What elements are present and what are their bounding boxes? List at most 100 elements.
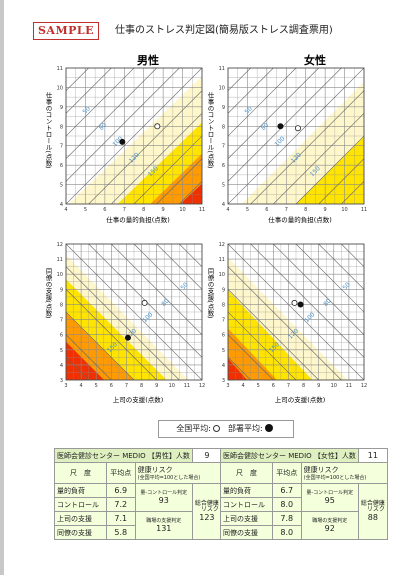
total-value: 123	[199, 513, 215, 522]
risk-cell-1: 量-コントロール判定 95	[300, 483, 359, 512]
x-tick-label: 5	[257, 383, 260, 389]
risk-value-1: 93	[158, 496, 169, 505]
x-tick-label: 4	[80, 383, 83, 389]
y-tick-label: 11	[219, 257, 225, 263]
x-tick-label: 6	[265, 207, 268, 213]
top-xlabel-right: 仕事の量的負担(点数)	[268, 215, 332, 224]
iso-risk-line	[66, 266, 180, 380]
iso-risk-line	[228, 68, 297, 137]
row-avg: 8.0	[271, 497, 302, 512]
iso-risk-line	[228, 288, 319, 380]
x-tick-label: 5	[95, 383, 98, 389]
iso-risk-line	[66, 68, 135, 137]
iso-risk-line	[66, 68, 180, 182]
y-tick-label: 12	[57, 242, 63, 248]
plot-frame	[65, 67, 203, 205]
iso-risk-line	[273, 244, 364, 336]
y-tick-label: 8	[222, 302, 225, 308]
left-border	[0, 0, 4, 575]
x-tick-label: 11	[346, 383, 352, 389]
open-circle-icon	[212, 425, 220, 432]
iso-risk-line	[133, 244, 202, 313]
iso-risk-line	[66, 68, 112, 114]
iso-risk-line	[66, 244, 202, 380]
table-count: 9	[191, 448, 222, 463]
x-tick-label: 10	[169, 383, 175, 389]
iso-risk-line	[318, 158, 364, 204]
y-tick-label: 7	[222, 318, 225, 324]
y-tick-label: 11	[57, 66, 63, 72]
y-tick-label: 10	[57, 272, 63, 278]
iso-risk-line	[228, 266, 342, 380]
y-tick-label: 6	[222, 333, 225, 339]
group2-note: 職場の支援判定	[146, 518, 182, 524]
col-average: 平均点	[105, 462, 136, 484]
y-tick-label: 7	[60, 318, 63, 324]
legend-national-label: 全国平均:	[176, 424, 211, 433]
iso-risk-line	[66, 68, 157, 160]
iso-risk-line	[228, 244, 364, 380]
iso-risk-line	[111, 244, 202, 336]
row-avg: 7.2	[105, 497, 136, 512]
iso-risk-line	[66, 68, 202, 204]
y-tick-label: 10	[219, 85, 225, 91]
row-name: 同僚の支援	[54, 525, 107, 540]
row-name: 上司の支援	[220, 511, 273, 526]
iso-risk-line	[363, 244, 364, 245]
iso-risk-line	[66, 334, 112, 380]
row-name: 量的負荷	[54, 483, 107, 498]
y-tick-label: 5	[222, 348, 225, 354]
y-tick-label: 4	[60, 202, 63, 208]
table-title: 医師会健診センター MEDIO 【男性】人数	[54, 448, 193, 463]
bottom-xlabel-right: 上司の支援(点数)	[275, 395, 326, 404]
risk-value-2: 92	[324, 524, 335, 533]
contour-label: 50	[179, 281, 189, 291]
y-tick-label: 9	[60, 287, 63, 293]
iso-risk-line	[295, 244, 364, 313]
table-title: 医師会健診センター MEDIO 【女性】人数	[220, 448, 359, 463]
risk-cell-2: 職場の支援判定 92	[300, 511, 359, 540]
x-tick-label: 10	[341, 207, 347, 213]
sample-stamp: SAMPLE	[33, 22, 99, 40]
legend-department-label: 部署平均:	[228, 424, 263, 433]
top-xlabel-left: 仕事の量的負担(点数)	[106, 215, 170, 224]
total-cell: 総合健康 リスク 88	[357, 483, 388, 540]
y-tick-label: 8	[60, 124, 63, 130]
department-average-point	[277, 123, 284, 130]
group2-note: 職場の支援判定	[312, 518, 348, 524]
y-tick-label: 6	[60, 333, 63, 339]
iso-risk-line	[66, 311, 135, 380]
iso-risk-line	[228, 334, 274, 380]
x-tick-label: 10	[179, 207, 185, 213]
x-tick-label: 9	[162, 207, 165, 213]
risk-value-1: 95	[324, 496, 335, 505]
y-tick-label: 7	[222, 144, 225, 150]
iso-risk-line	[228, 311, 297, 380]
y-tick-label: 9	[222, 105, 225, 111]
y-tick-label: 11	[57, 257, 63, 263]
female-label: 女性	[304, 53, 326, 67]
total-label2: リスク	[200, 506, 219, 513]
y-tick-label: 8	[60, 302, 63, 308]
col-risk-label: 健康リスク	[303, 466, 339, 474]
y-tick-label: 10	[219, 272, 225, 278]
y-tick-label: 5	[60, 183, 63, 189]
iso-risk-line	[363, 203, 364, 204]
x-tick-label: 8	[304, 207, 307, 213]
y-tick-label: 5	[60, 348, 63, 354]
iso-risk-line	[228, 68, 342, 182]
iso-risk-line	[88, 90, 202, 204]
y-tick-label: 9	[60, 105, 63, 111]
y-tick-label: 9	[222, 287, 225, 293]
row-avg: 7.8	[271, 511, 302, 526]
y-tick-label: 3	[60, 378, 63, 384]
iso-risk-line	[228, 68, 364, 204]
filled-circle-icon	[264, 424, 273, 432]
y-tick-label: 6	[60, 163, 63, 169]
iso-risk-line	[318, 244, 364, 290]
row-name: 量的負荷	[220, 483, 273, 498]
national-average-point	[291, 299, 298, 306]
y-tick-label: 10	[57, 85, 63, 91]
